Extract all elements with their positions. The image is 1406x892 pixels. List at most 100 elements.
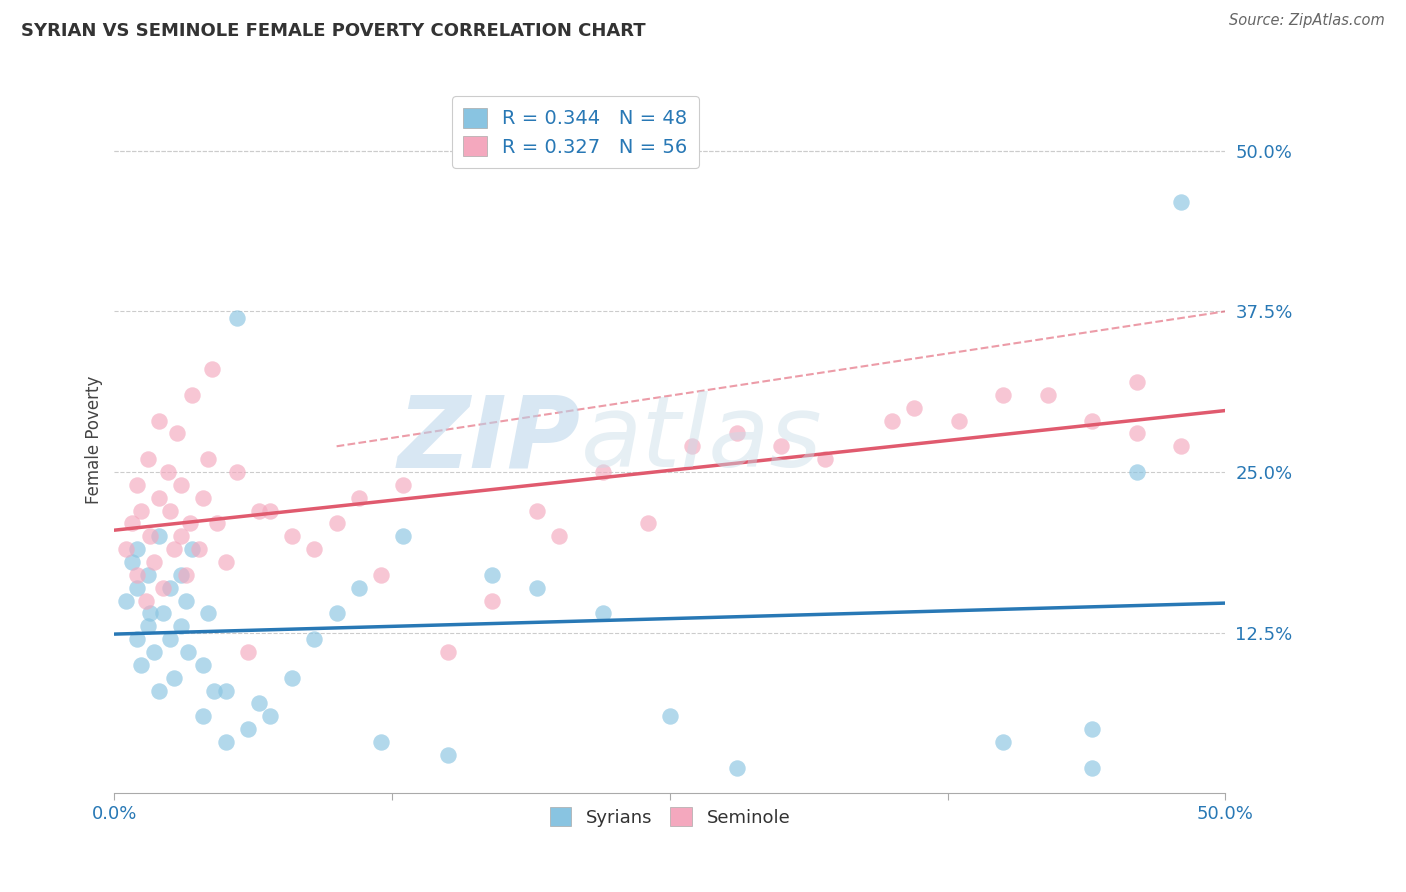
Point (129, 503, 152, 517)
Point (170, 567, 193, 582)
Point (681, 439, 703, 453)
Point (193, 491, 215, 505)
Point (658, 709, 681, 723)
Point (370, 567, 392, 582)
Point (139, 529, 162, 543)
Point (1081, 413, 1104, 427)
Point (592, 607, 614, 621)
Point (159, 581, 181, 595)
Point (1081, 722, 1104, 736)
Point (770, 439, 793, 453)
Point (526, 581, 548, 595)
Point (205, 516, 228, 531)
Point (148, 413, 170, 427)
Point (304, 542, 326, 557)
Point (174, 593, 197, 607)
Point (547, 529, 569, 543)
Point (247, 697, 270, 711)
Point (347, 491, 370, 505)
Point (436, 747, 458, 762)
Point (814, 452, 837, 467)
Point (170, 478, 193, 492)
Point (125, 567, 148, 582)
Point (236, 722, 259, 736)
Point (304, 632, 326, 646)
Point (1170, 439, 1192, 453)
Point (993, 388, 1015, 402)
Point (136, 452, 159, 467)
Point (135, 593, 157, 607)
Point (156, 465, 179, 479)
Point (637, 516, 659, 531)
Point (347, 581, 370, 595)
Point (174, 567, 197, 582)
Point (125, 542, 148, 557)
Point (181, 388, 204, 402)
Point (948, 413, 970, 427)
Point (163, 671, 186, 685)
Point (993, 735, 1015, 749)
Point (139, 607, 162, 621)
Point (1125, 465, 1147, 479)
Point (392, 529, 415, 543)
Point (725, 761, 748, 775)
Point (392, 478, 415, 492)
Point (236, 645, 259, 659)
Point (882, 413, 904, 427)
Point (159, 503, 181, 517)
Y-axis label: Female Poverty: Female Poverty (86, 376, 103, 504)
Point (166, 426, 188, 441)
Point (1036, 388, 1059, 402)
Point (163, 542, 186, 557)
Point (177, 645, 200, 659)
Point (259, 709, 281, 723)
Point (136, 567, 159, 582)
Point (370, 735, 392, 749)
Point (481, 567, 503, 582)
Point (125, 632, 148, 646)
Point (725, 426, 748, 441)
Point (325, 607, 347, 621)
Point (152, 581, 174, 595)
Point (187, 542, 209, 557)
Text: SYRIAN VS SEMINOLE FEMALE POVERTY CORRELATION CHART: SYRIAN VS SEMINOLE FEMALE POVERTY CORREL… (21, 22, 645, 40)
Point (214, 683, 236, 698)
Point (214, 735, 236, 749)
Point (143, 555, 166, 569)
Point (148, 491, 170, 505)
Point (281, 529, 304, 543)
Point (481, 593, 503, 607)
Point (193, 657, 215, 672)
Point (436, 645, 458, 659)
Point (114, 593, 136, 607)
Text: atlas: atlas (581, 392, 823, 488)
Point (1081, 761, 1104, 775)
Point (170, 619, 193, 633)
Point (148, 529, 170, 543)
Point (125, 581, 148, 595)
Point (143, 645, 166, 659)
Point (1125, 426, 1147, 441)
Point (526, 503, 548, 517)
Text: ZIP: ZIP (398, 392, 581, 488)
Point (1125, 375, 1147, 389)
Point (592, 465, 614, 479)
Point (170, 529, 193, 543)
Point (197, 452, 219, 467)
Point (181, 542, 204, 557)
Legend: Syrians, Seminole: Syrians, Seminole (543, 800, 797, 834)
Point (259, 503, 281, 517)
Point (179, 516, 201, 531)
Point (225, 465, 247, 479)
Point (1170, 195, 1192, 210)
Point (148, 683, 170, 698)
Point (325, 516, 347, 531)
Point (114, 542, 136, 557)
Point (201, 362, 224, 376)
Point (129, 657, 152, 672)
Point (247, 503, 270, 517)
Point (197, 607, 219, 621)
Point (136, 619, 159, 633)
Point (903, 401, 925, 415)
Point (121, 516, 143, 531)
